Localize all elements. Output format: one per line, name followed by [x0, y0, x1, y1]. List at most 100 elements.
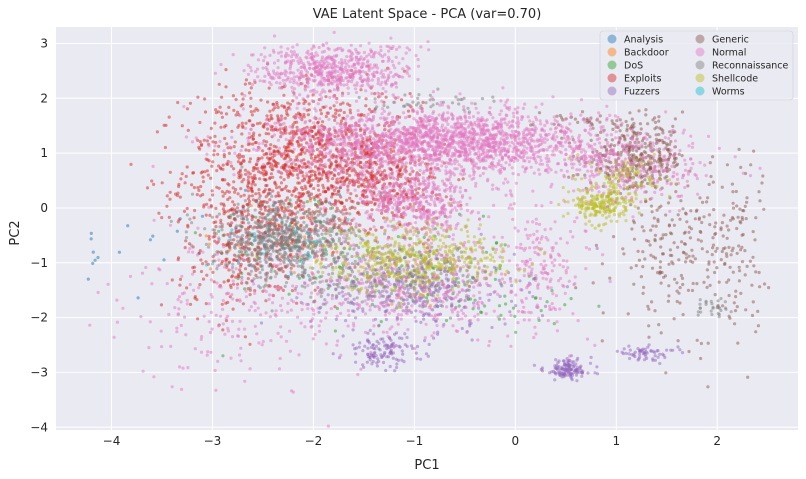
point: [468, 324, 472, 328]
point: [424, 312, 428, 316]
point: [629, 266, 633, 270]
point: [563, 303, 567, 307]
point: [182, 209, 187, 213]
point: [330, 156, 334, 160]
point: [730, 249, 734, 253]
point: [695, 282, 699, 286]
point: [621, 352, 626, 356]
point: [333, 135, 337, 139]
point: [243, 335, 247, 339]
point: [339, 119, 344, 123]
point: [322, 148, 326, 152]
point: [345, 176, 349, 180]
point: [195, 193, 199, 197]
point: [528, 119, 532, 123]
point: [284, 128, 288, 132]
point: [212, 153, 216, 157]
point: [636, 249, 640, 253]
point: [433, 176, 437, 180]
point: [389, 292, 393, 296]
point: [368, 227, 372, 231]
point: [348, 173, 352, 178]
point: [275, 244, 279, 248]
point: [287, 139, 291, 143]
point: [717, 280, 721, 284]
point: [234, 113, 238, 117]
point: [224, 243, 228, 248]
point: [178, 195, 182, 199]
point: [641, 291, 645, 295]
point: [734, 189, 738, 194]
point: [320, 173, 324, 177]
point: [251, 166, 256, 170]
point: [628, 348, 632, 352]
point: [571, 154, 576, 158]
point: [275, 100, 279, 105]
point: [381, 159, 385, 163]
point: [178, 283, 182, 287]
point: [206, 173, 210, 177]
point: [298, 199, 303, 203]
point: [359, 161, 363, 165]
point: [341, 334, 345, 338]
point: [589, 117, 593, 121]
point: [427, 123, 431, 127]
point: [308, 179, 312, 183]
point: [706, 275, 710, 279]
point: [309, 141, 313, 145]
point: [625, 127, 629, 131]
point: [280, 152, 284, 156]
point: [168, 170, 172, 174]
point: [338, 108, 343, 112]
point: [655, 208, 659, 212]
point: [659, 281, 663, 285]
point: [558, 113, 562, 118]
point: [168, 190, 172, 194]
point: [269, 143, 273, 147]
point: [427, 142, 431, 146]
point: [220, 302, 224, 306]
point: [160, 216, 164, 220]
point: [336, 134, 340, 138]
point: [533, 125, 537, 129]
point: [728, 265, 732, 269]
point: [637, 109, 641, 113]
point: [276, 191, 280, 195]
point: [711, 155, 715, 159]
point: [477, 123, 481, 127]
point: [579, 150, 584, 154]
point: [198, 140, 202, 144]
point: [641, 265, 645, 269]
point: [266, 100, 270, 104]
point: [665, 175, 669, 179]
point: [593, 142, 597, 146]
point: [196, 95, 200, 99]
point: [239, 246, 243, 250]
point: [334, 200, 338, 204]
point: [209, 267, 213, 271]
point: [268, 109, 272, 113]
point: [417, 153, 421, 157]
point: [743, 249, 747, 253]
point: [319, 108, 323, 112]
point: [651, 357, 655, 361]
point: [431, 172, 436, 176]
point: [346, 158, 350, 162]
point: [197, 145, 201, 149]
point: [672, 241, 676, 245]
point: [372, 351, 376, 355]
point: [207, 144, 211, 148]
point: [738, 220, 742, 224]
point: [260, 156, 264, 160]
point: [554, 130, 558, 134]
point: [257, 204, 261, 209]
point: [545, 300, 549, 304]
point: [239, 270, 243, 274]
point: [324, 104, 328, 108]
point: [711, 246, 715, 250]
point: [271, 175, 275, 179]
point: [246, 136, 250, 140]
point: [693, 217, 697, 221]
point: [512, 252, 516, 256]
point: [667, 224, 672, 228]
